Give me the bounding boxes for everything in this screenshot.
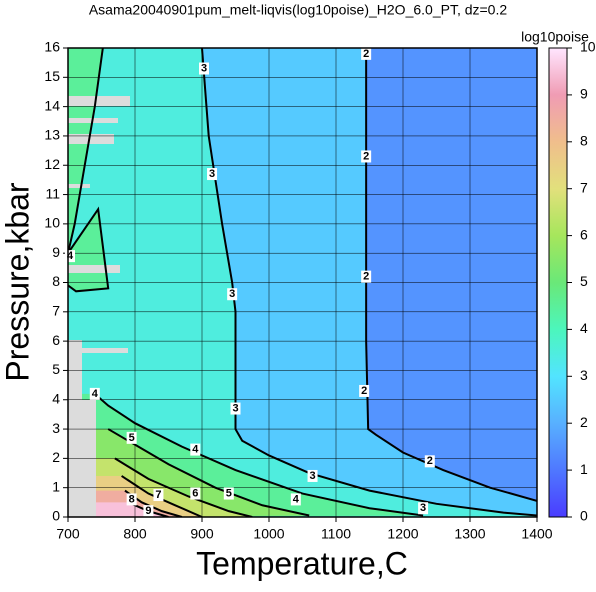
y-tick-label: 3 xyxy=(52,420,60,436)
y-tick-label: 16 xyxy=(44,39,60,55)
contour-label: 4 xyxy=(192,443,199,455)
y-tick-label: 2 xyxy=(52,449,60,465)
contour-label: 9 xyxy=(145,505,151,517)
colorbar xyxy=(548,47,568,518)
y-axis-label: Pressure,kbar xyxy=(0,182,35,382)
contour-label: 8 xyxy=(129,493,135,505)
x-tick-label: 1300 xyxy=(454,526,485,542)
y-tick-label: 9 xyxy=(52,244,60,260)
contour-label: 7 xyxy=(155,489,161,501)
contour-label-bg xyxy=(190,487,201,500)
plot-frame xyxy=(67,47,538,518)
x-tick-label: 1100 xyxy=(321,526,351,542)
contour-line xyxy=(201,48,537,517)
contour-label: 4 xyxy=(67,250,74,262)
contour-label: 4 xyxy=(293,493,300,505)
y-tick-label: 14 xyxy=(44,97,60,113)
contour-label-bg xyxy=(418,502,429,515)
contour-line xyxy=(107,428,310,517)
colorbar-tick-label: 5 xyxy=(580,273,588,289)
x-tick-label: 800 xyxy=(123,526,147,542)
contour-line xyxy=(68,48,424,517)
contour-label: 4 xyxy=(92,388,99,400)
colorbar-tick-label: 8 xyxy=(580,133,588,149)
x-axis-label: Temperature,C xyxy=(196,545,408,581)
y-tick-label: 13 xyxy=(44,127,60,143)
colorbar-tick-label: 10 xyxy=(580,39,596,55)
x-tick-label: 1200 xyxy=(387,526,418,542)
contour-label-bg xyxy=(89,387,100,400)
contour-label-bg xyxy=(361,150,372,163)
contour-label-bg xyxy=(207,168,218,181)
contour-label-bg xyxy=(290,493,301,506)
y-tick-label: 12 xyxy=(44,156,60,172)
y-tick-label: 0 xyxy=(52,508,60,524)
y-tick-label: 10 xyxy=(44,215,60,231)
x-tick-label: 900 xyxy=(190,526,214,542)
y-tick-label: 1 xyxy=(52,478,60,494)
contour-label-bg xyxy=(190,443,201,456)
y-tick-label: 6 xyxy=(52,332,60,348)
x-tick-label: 1000 xyxy=(253,526,284,542)
contour-label-bg xyxy=(126,431,137,444)
contour-fill xyxy=(68,209,109,517)
colorbar-tick-label: 2 xyxy=(580,414,588,430)
y-tick-label: 15 xyxy=(44,68,60,84)
contour-label-bg xyxy=(227,288,238,301)
colorbar-tick-label: 1 xyxy=(580,461,588,477)
contour-label-bg xyxy=(126,493,137,506)
contour-label-bg xyxy=(307,469,318,482)
colorbar-tick-label: 7 xyxy=(580,179,588,195)
contour-label-bg xyxy=(65,250,76,263)
y-tick-label: 5 xyxy=(52,361,60,377)
contour-line xyxy=(114,457,253,517)
colorbar-tick-label: 4 xyxy=(580,320,588,336)
contour-line xyxy=(365,48,537,502)
y-tick-label: 11 xyxy=(45,185,60,201)
contour-label-bg xyxy=(361,270,372,283)
contour-label-bg xyxy=(424,455,435,468)
contour-label-bg xyxy=(153,489,164,502)
colorbar-tick-label: 0 xyxy=(580,508,588,524)
colorbar-tick-label: 6 xyxy=(580,226,588,242)
contour-label: 2 xyxy=(361,385,367,397)
y-tick-label: 4 xyxy=(52,390,60,406)
contour-label: 3 xyxy=(201,62,207,74)
contour-label: 3 xyxy=(232,402,238,414)
contour-label-bg xyxy=(223,487,234,500)
colorbar-tick-label: 3 xyxy=(580,367,588,383)
contour-label: 3 xyxy=(209,168,215,180)
contour-label-bg xyxy=(361,47,372,60)
contour-label-bg xyxy=(230,402,241,415)
contour-label: 2 xyxy=(363,271,369,283)
contour-label: 2 xyxy=(427,455,433,467)
contour-label-bg xyxy=(199,62,210,75)
chart-title: Asama20040901pum_melt-liqvis(log10poise)… xyxy=(89,2,508,18)
y-tick-label: 8 xyxy=(52,273,60,289)
colorbar-tick-label: 9 xyxy=(580,86,588,102)
y-tick-label: 7 xyxy=(52,303,60,319)
contour-label-bg xyxy=(359,384,370,397)
contour-label: 6 xyxy=(192,487,198,499)
x-tick-label: 700 xyxy=(56,526,80,542)
contour-label: 5 xyxy=(129,432,135,444)
contour-label: 3 xyxy=(309,470,315,482)
contour-label-bg xyxy=(143,505,154,518)
contour-label: 3 xyxy=(229,288,235,300)
contour-label: 2 xyxy=(363,48,369,60)
contour-label: 3 xyxy=(420,502,426,514)
x-tick-label: 1400 xyxy=(521,526,552,542)
contour-label: 5 xyxy=(226,487,232,499)
colorbar-label: log10poise xyxy=(521,29,589,45)
contour-label: 2 xyxy=(363,150,369,162)
